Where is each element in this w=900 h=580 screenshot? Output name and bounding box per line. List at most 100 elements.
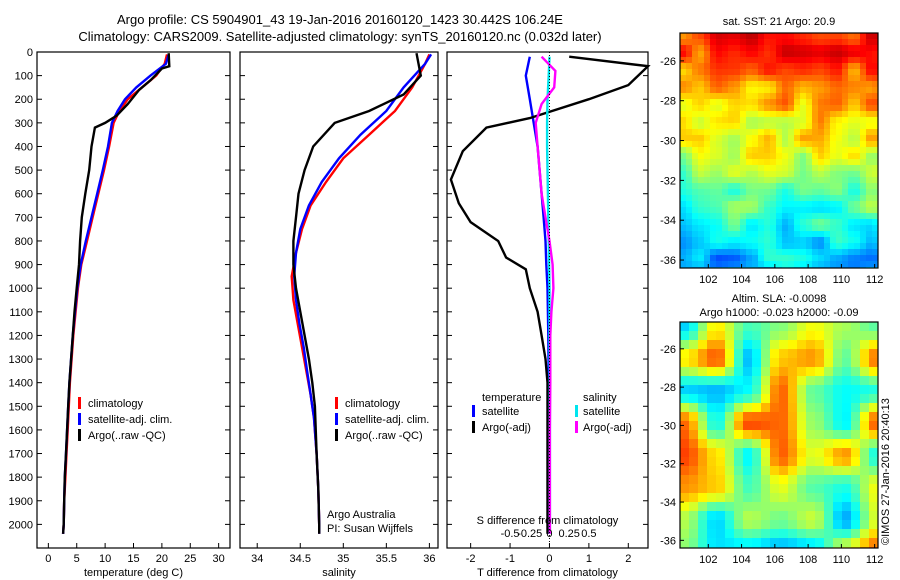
map-cell [815,340,824,349]
map-cell [734,69,740,75]
map-cell [848,255,854,261]
map-cell [806,51,812,57]
map-cell [854,63,860,69]
map-cell [758,231,764,237]
map-cell [851,484,860,493]
map-cell [869,475,878,484]
map-cell [812,183,818,189]
map-cell [848,261,854,267]
map-cell [866,45,872,51]
map-cell [854,123,860,129]
map-cell [716,457,725,466]
map-cell [752,331,761,340]
map-cell [758,255,764,261]
map-cell [764,129,770,135]
map-cell [758,219,764,225]
map-cell [764,117,770,123]
map-cell [758,93,764,99]
legend-title: temperature [482,392,541,404]
map-cell [680,171,686,177]
map-cell [806,466,815,475]
map-cell [722,249,728,255]
map-cell [860,117,866,123]
map-cell [752,195,758,201]
map-cell [698,493,707,502]
map-cell [854,93,860,99]
map-cell [686,189,692,195]
map-cell [848,141,854,147]
map-cell [824,39,830,45]
map-cell [710,153,716,159]
map-cell [812,201,818,207]
map-cell [806,147,812,153]
map-cell [794,51,800,57]
map-cell [698,255,704,261]
map-cell [830,237,836,243]
map-cell [794,93,800,99]
map-cell [788,183,794,189]
map-cell [842,189,848,195]
map-cell [788,231,794,237]
map-cell [734,105,740,111]
map-cell [776,123,782,129]
map-cell [764,225,770,231]
map-cell [836,189,842,195]
map-cell [746,237,752,243]
map-cell [734,51,740,57]
map-cell [782,69,788,75]
map-cell [788,331,797,340]
map-cell [860,243,866,249]
map-cell [680,165,686,171]
map-cell [716,75,722,81]
map-cell [716,249,722,255]
map-cell [722,171,728,177]
map-cell [794,39,800,45]
map-cell [689,358,698,367]
map-cell [806,213,812,219]
map-cell [833,349,842,358]
map-cell [728,207,734,213]
map-cell [716,484,725,493]
map-cell [860,159,866,165]
map-cell [770,171,776,177]
map-cell [854,249,860,255]
map-cell [725,457,734,466]
map-cell [824,466,833,475]
map-cell [800,69,806,75]
x-tick-label: 36 [423,553,435,565]
x-axis-label: salinity [322,567,356,579]
map-cell [740,165,746,171]
map-cell [764,69,770,75]
map-cell [851,502,860,511]
map-cell [860,75,866,81]
map-cell [764,105,770,111]
map-cell [770,237,776,243]
map-cell [830,189,836,195]
map-cell [770,201,776,207]
map-cell [806,69,812,75]
map-cell [707,430,716,439]
map-cell [830,171,836,177]
map-cell [746,51,752,57]
map-cell [872,147,878,153]
map-cell [812,111,818,117]
map-cell [728,195,734,201]
map-cell [716,367,725,376]
map-cell [851,493,860,502]
map-cell [854,231,860,237]
map-cell [764,87,770,93]
map-cell [716,466,725,475]
map-cell [818,135,824,141]
map-cell [779,349,788,358]
map-cell [800,159,806,165]
map-cell [866,195,872,201]
map-cell [770,261,776,267]
map-cell [788,135,794,141]
map-cell [728,93,734,99]
map-cell [752,159,758,165]
map-cell [686,51,692,57]
map-cell [770,213,776,219]
map-cell [692,69,698,75]
map-cell [722,39,728,45]
map-cell [770,421,779,430]
